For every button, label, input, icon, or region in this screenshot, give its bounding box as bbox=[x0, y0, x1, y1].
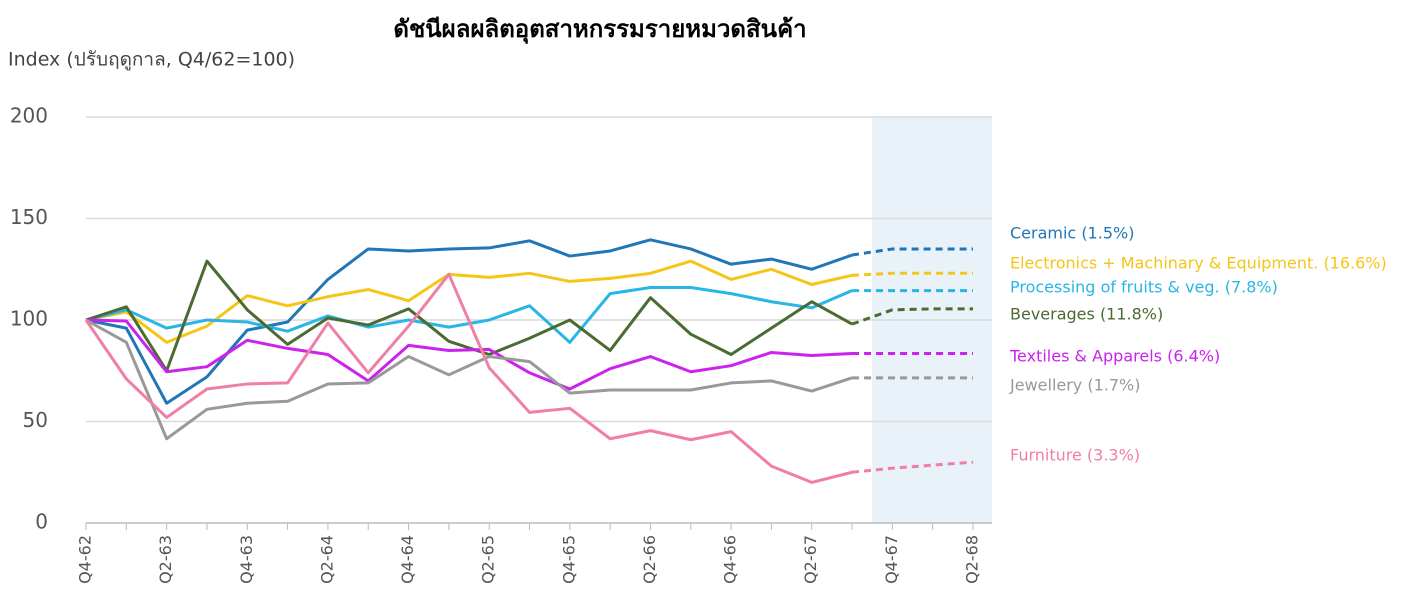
x-tick-label: Q2-68 bbox=[963, 535, 982, 584]
series-line bbox=[85, 318, 853, 441]
legend-label: Ceramic (1.5%) bbox=[1010, 224, 1134, 243]
x-tick-label: Q4-66 bbox=[721, 535, 740, 584]
legend-label: Processing of fruits & veg. (7.8%) bbox=[1010, 278, 1278, 297]
x-tick-label: Q2-67 bbox=[801, 535, 820, 584]
series-line bbox=[85, 259, 853, 373]
series-line bbox=[84, 272, 853, 484]
x-tick-label: Q4-65 bbox=[559, 535, 578, 584]
series-line bbox=[85, 318, 853, 391]
legend-label: Electronics + Machinary & Equipment. (16… bbox=[1010, 254, 1387, 273]
y-tick-label: 50 bbox=[23, 408, 48, 432]
series-line bbox=[85, 286, 853, 344]
forecast-line bbox=[851, 247, 973, 257]
x-tick-label: Q4-63 bbox=[237, 535, 256, 584]
y-tick-label: 100 bbox=[10, 307, 48, 331]
legend-label: Furniture (3.3%) bbox=[1010, 446, 1140, 465]
x-tick-label: Q2-66 bbox=[640, 535, 659, 584]
chart-title: ดัชนีผลผลิตอุตสาหกรรมรายหมวดสินค้า bbox=[393, 15, 806, 45]
legend-label: Beverages (11.8%) bbox=[1010, 305, 1163, 324]
y-axis-label: Index (ปรับฤดูกาล, Q4/62=100) bbox=[8, 49, 295, 71]
legend-label: Jewellery (1.7%) bbox=[1009, 376, 1141, 395]
x-tick-label: Q4-62 bbox=[76, 535, 95, 584]
x-tick-label: Q2-65 bbox=[479, 535, 498, 584]
forecast-line bbox=[851, 307, 973, 326]
x-tick-label: Q2-64 bbox=[317, 535, 336, 584]
y-tick-label: 200 bbox=[10, 104, 48, 128]
forecast-line bbox=[851, 271, 973, 277]
y-tick-label: 150 bbox=[10, 205, 48, 229]
x-tick-label: Q2-63 bbox=[156, 535, 175, 584]
forecast-line bbox=[851, 460, 974, 474]
legend-label: Textiles & Apparels (6.4%) bbox=[1009, 347, 1220, 366]
series-line bbox=[85, 238, 853, 405]
x-tick-label: Q4-64 bbox=[398, 535, 417, 584]
y-tick-label: 0 bbox=[35, 510, 48, 534]
x-tick-label: Q4-67 bbox=[882, 535, 901, 584]
